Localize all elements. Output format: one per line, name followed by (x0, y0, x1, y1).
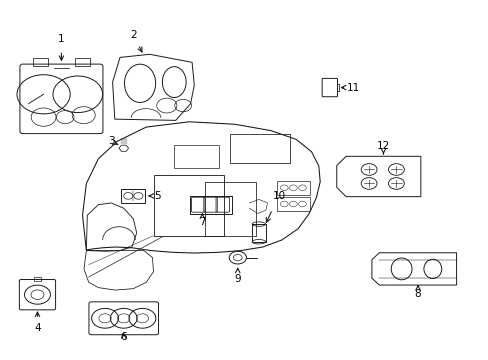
Bar (75, 58, 89, 66)
Bar (173, 145, 219, 168)
Text: 5: 5 (154, 191, 160, 201)
Bar (230, 134, 289, 163)
Text: 10: 10 (272, 191, 285, 201)
Bar (277, 181, 309, 195)
Text: 2: 2 (130, 30, 136, 40)
Text: 12: 12 (376, 141, 389, 151)
Bar (277, 197, 309, 211)
Bar (121, 189, 145, 203)
Bar (205, 182, 255, 237)
Bar (34, 277, 41, 282)
Text: 6: 6 (120, 332, 127, 342)
Bar (154, 175, 224, 237)
Bar (252, 224, 265, 242)
Text: 9: 9 (234, 274, 241, 284)
Text: 11: 11 (346, 82, 360, 93)
Text: 3: 3 (108, 136, 114, 146)
Text: 4: 4 (34, 323, 41, 333)
Text: 8: 8 (414, 289, 421, 298)
Bar (33, 58, 48, 66)
Text: 1: 1 (58, 34, 64, 44)
Bar (189, 196, 232, 213)
Text: 7: 7 (199, 217, 205, 227)
